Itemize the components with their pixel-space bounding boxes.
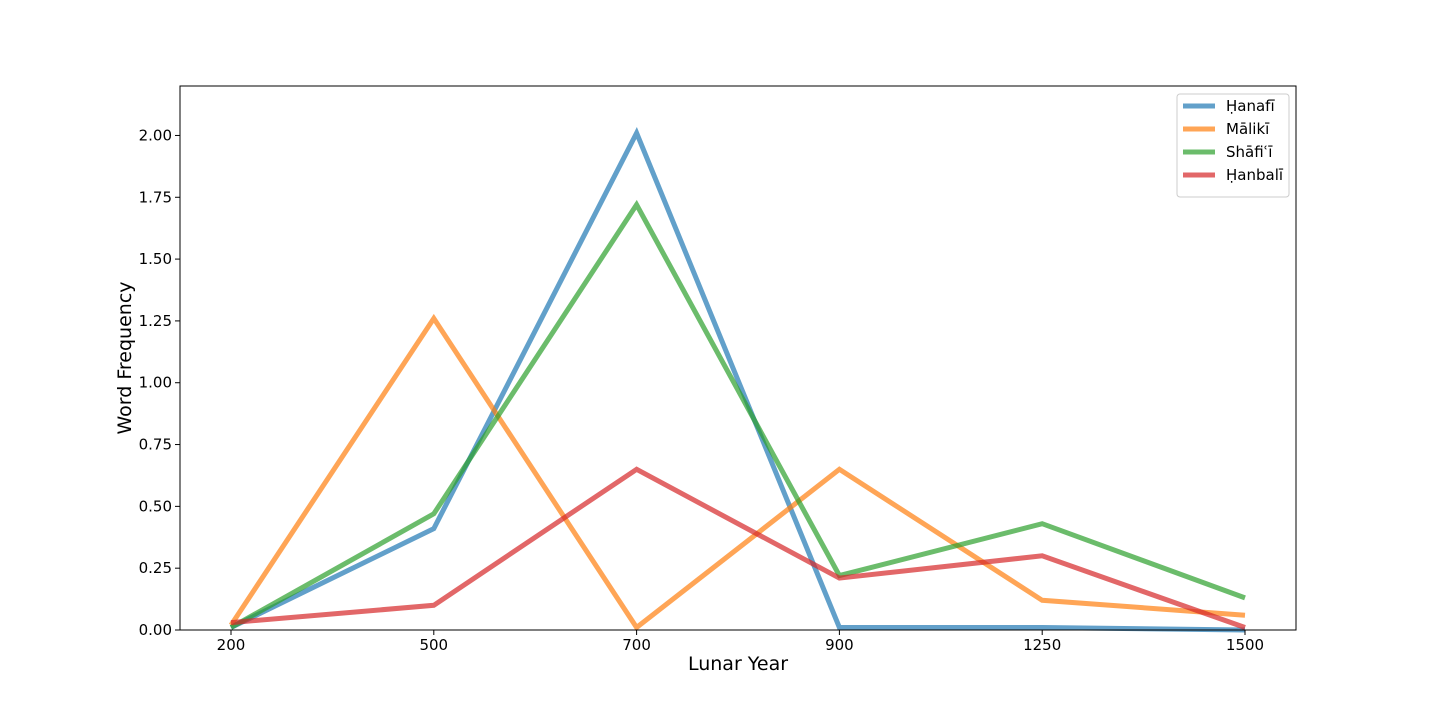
y-axis: 0.00 0.25 0.50 0.75 1.00 1.25 1.50 1.75 2.00: [139, 126, 180, 639]
legend-label: Shāfiʿī: [1226, 143, 1273, 161]
legend-box: [1176, 93, 1290, 198]
series-line-0: [229, 127, 1246, 633]
y-tick-label: 1.50: [139, 250, 172, 268]
x-tick-label: 1250: [1023, 636, 1061, 654]
plot-area-frame: [179, 85, 1297, 631]
x-axis-title: Lunar Year: [688, 653, 788, 675]
y-tick-label: 2.00: [139, 126, 172, 144]
series-line-1: [228, 313, 1246, 632]
y-tick-label: 1.75: [139, 188, 172, 206]
y-axis-title: Word Frequency: [114, 281, 136, 434]
y-tick-label: 0.25: [139, 559, 172, 577]
x-tick-label: 900: [825, 636, 854, 654]
legend-label: Ḥanafī: [1226, 97, 1275, 115]
series-line-2: [229, 199, 1246, 630]
y-tick-label: 0.00: [139, 621, 172, 639]
y-tick-label: 0.75: [139, 436, 172, 454]
legend-label: Ḥanbalī: [1226, 166, 1284, 184]
x-axis: 200 500 700 900 1250 1500: [217, 630, 1264, 654]
series-lines: [228, 127, 1246, 633]
y-tick-label: 1.00: [139, 374, 172, 392]
x-tick-label: 700: [622, 636, 651, 654]
x-tick-label: 500: [419, 636, 448, 654]
x-tick-label: 200: [217, 636, 246, 654]
y-tick-label: 0.50: [139, 497, 172, 515]
series-line-3: [230, 466, 1246, 630]
legend-label: Mālikī: [1226, 120, 1270, 138]
legend: Ḥanafī Mālikī Shāfiʿī Ḥanbalī: [1176, 93, 1290, 198]
y-tick-label: 1.25: [139, 312, 172, 330]
x-tick-label: 1500: [1226, 636, 1264, 654]
